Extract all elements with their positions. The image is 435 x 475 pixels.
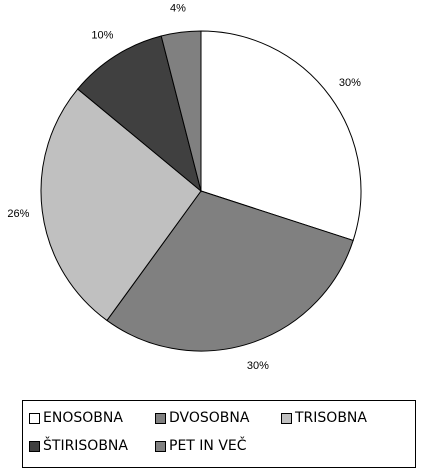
- chart: 30% 30% 26% 10% 4%: [7, 2, 362, 372]
- pie-slice: [200, 30, 362, 242]
- legend-item: DVOSOBNA: [155, 404, 281, 432]
- pie-slice: [40, 88, 202, 322]
- legend-swatch: [29, 440, 40, 452]
- legend-label: ŠTIRISOBNA: [43, 438, 128, 454]
- pie-slice: [77, 35, 202, 193]
- legend-label: ENOSOBNA: [43, 410, 123, 426]
- legend-label: PET IN VEČ: [169, 438, 247, 454]
- legend-item: ENOSOBNA: [29, 404, 155, 432]
- pie-slice: [160, 30, 202, 192]
- legend-swatch: [155, 440, 166, 452]
- legend-swatch: [29, 412, 40, 424]
- legend-item: PET IN VEČ: [155, 432, 281, 460]
- legend: ENOSOBNA DVOSOBNA TRISOBNA ŠTIRISOBNA PET IN…: [22, 400, 416, 468]
- legend-swatch: [281, 412, 292, 424]
- legend-item: TRISOBNA: [281, 404, 407, 432]
- data-label: 4%: [170, 2, 186, 14]
- pie-slice: [106, 190, 354, 352]
- data-label: 30%: [247, 360, 269, 372]
- data-label: 26%: [7, 208, 29, 220]
- legend-item: ŠTIRISOBNA: [29, 432, 155, 460]
- data-label: 30%: [339, 77, 361, 89]
- legend-label: DVOSOBNA: [169, 410, 250, 426]
- legend-swatch: [155, 412, 166, 424]
- data-label: 10%: [91, 30, 113, 42]
- legend-label: TRISOBNA: [295, 410, 367, 426]
